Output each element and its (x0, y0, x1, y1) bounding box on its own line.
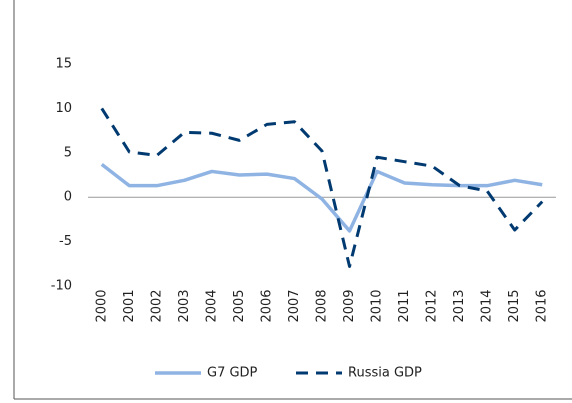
x-tick-label: 2013 (452, 289, 467, 322)
y-tick-label: 5 (64, 145, 72, 160)
x-tick-label: 2005 (232, 289, 247, 322)
x-tick-label: 2011 (397, 289, 412, 322)
x-tick-label: 2004 (204, 289, 219, 322)
x-tick-label: 2000 (94, 289, 109, 322)
x-tick-label: 2009 (342, 289, 357, 322)
y-tick-label: -10 (51, 279, 72, 294)
x-tick-label: 2016 (535, 289, 550, 322)
x-tick-label: 2012 (425, 289, 440, 322)
y-tick-label: 10 (55, 101, 72, 116)
x-tick-label: 2008 (315, 289, 330, 322)
x-tick-label: 2007 (287, 289, 302, 322)
x-tick-label: 2003 (177, 289, 192, 322)
legend-label: G7 GDP (207, 366, 258, 381)
y-tick-label: -5 (59, 234, 72, 249)
legend-label: Russia GDP (348, 366, 422, 381)
series-line (100, 107, 544, 268)
x-tick-label: 2014 (480, 289, 495, 322)
y-tick-label: 15 (55, 57, 72, 72)
x-tick-label: 2015 (507, 289, 522, 322)
x-tick-label: 2010 (370, 289, 385, 322)
x-tick-label: 2006 (259, 289, 274, 322)
x-tick-label: 2002 (149, 289, 164, 322)
y-tick-label: 0 (64, 190, 72, 205)
x-tick-label: 2001 (122, 289, 137, 322)
series-line (100, 162, 543, 233)
